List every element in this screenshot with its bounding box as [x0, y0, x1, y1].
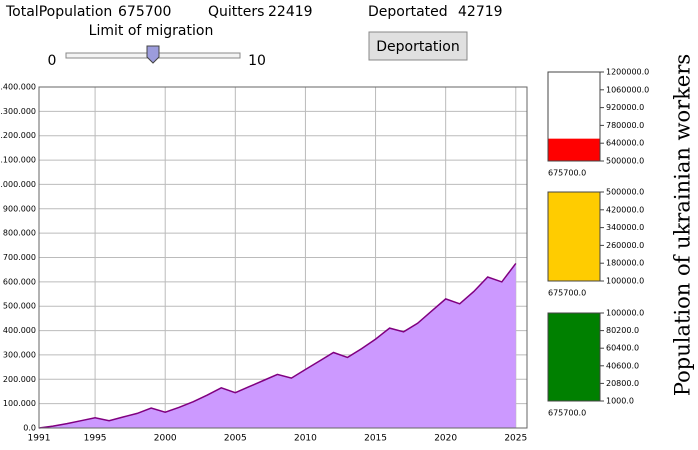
y-tick-label: 800.000	[3, 229, 36, 238]
gauge-tick-label: 500000.0	[606, 157, 644, 166]
gauge-value-label: 675700.0	[548, 289, 586, 298]
y-tick-label: 1.300.000	[0, 107, 36, 116]
slider-min: 0	[48, 53, 57, 69]
gauge-tick-label: 60400.0	[606, 344, 639, 353]
y-tick-label: 100.000	[3, 399, 36, 408]
gauge-value-label: 675700.0	[548, 169, 586, 178]
gauge-tick-label: 40600.0	[606, 361, 639, 370]
header-label: TotalPopulation	[5, 4, 112, 20]
slider-max: 10	[248, 53, 266, 69]
x-tick-label: 2000	[154, 434, 177, 444]
header-label: Deportated	[368, 4, 448, 20]
button-label[interactable]: Deportation	[376, 39, 460, 55]
gauge-tick-label: 640000.0	[606, 139, 644, 148]
y-tick-label: 1.400.000	[0, 83, 36, 92]
x-tick-label: 2005	[224, 434, 247, 444]
gauge-tick-label: 420000.0	[606, 205, 644, 214]
slider-thumb[interactable]	[146, 45, 160, 64]
plot-frame	[38, 86, 528, 429]
gauge-tick-label: 340000.0	[606, 223, 644, 232]
y-tick-label: 500.000	[3, 302, 36, 311]
gauge-tick-label: 1060000.0	[606, 85, 649, 94]
gauge-tick-label: 260000.0	[606, 241, 644, 250]
slider-label: Limit of migration	[89, 23, 214, 39]
gauge-bar	[548, 313, 600, 401]
x-tick-label: 2020	[434, 434, 457, 444]
area	[39, 263, 516, 428]
gauge-frame	[547, 191, 601, 282]
button-face[interactable]	[368, 31, 468, 61]
y-tick-label: 1.100.000	[0, 156, 36, 165]
y-tick-label: 200.000	[3, 375, 36, 384]
gauge-value-label: 675700.0	[548, 409, 586, 418]
gauge-tick-label: 100000.0	[606, 277, 644, 286]
x-tick-label: 2025	[504, 434, 527, 444]
gauge-bar	[548, 138, 600, 161]
area-line	[38, 262, 517, 429]
header-value: 22419	[268, 4, 313, 20]
button[interactable]: Deportation	[368, 31, 468, 61]
gauge-tick-label: 20800.0	[606, 379, 639, 388]
y-tick-label: 1.000.000	[0, 180, 36, 189]
gauge-frame	[547, 71, 601, 162]
y-tick-label: 300.000	[3, 350, 36, 359]
gauge-tick-label: 1200000.0	[606, 68, 649, 77]
gauge-tick-label: 180000.0	[606, 259, 644, 268]
gauge-tick-label: 500000.0	[606, 188, 644, 197]
header-value: 675700	[118, 4, 171, 20]
gauge-tick-label: 1000.0	[606, 397, 634, 406]
y-tick-label: 900.000	[3, 204, 36, 213]
y-tick-label: 400.000	[3, 326, 36, 335]
x-tick-label: 2015	[364, 434, 387, 444]
header-value: 42719	[458, 4, 503, 20]
header-label: Quitters	[208, 4, 264, 20]
x-tick-label: 2010	[294, 434, 317, 444]
x-tick-label: 1991	[28, 434, 51, 444]
x-tick-label: 1995	[84, 434, 107, 444]
gauge-tick-label: 80200.0	[606, 326, 639, 335]
gauge-tick-label: 780000.0	[606, 121, 644, 130]
y-tick-label: 700.000	[3, 253, 36, 262]
side-title: Population of ukrainian workers	[671, 54, 695, 396]
gauge-frame	[547, 312, 601, 402]
y-tick-label: 1.200.000	[0, 131, 36, 140]
gauge-tick-label: 100000.0	[606, 309, 644, 318]
y-tick-label: 600.000	[3, 277, 36, 286]
y-tick-label: 0.0	[23, 424, 36, 433]
gauge-bar	[548, 192, 600, 281]
gauge-tick-label: 920000.0	[606, 103, 644, 112]
